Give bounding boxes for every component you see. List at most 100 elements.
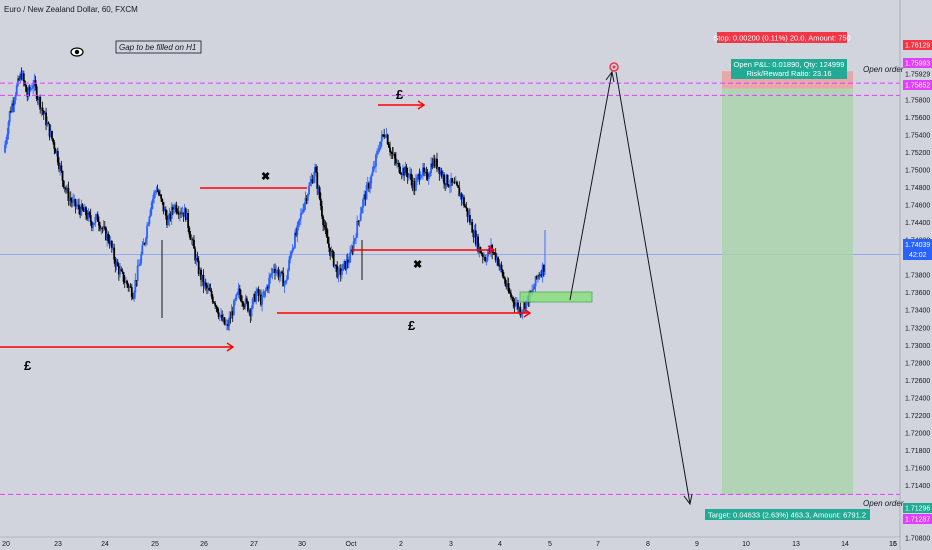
candle <box>314 163 316 184</box>
candle <box>399 166 402 175</box>
candle <box>71 196 73 208</box>
gap-note: Gap to be filled on H1 <box>119 43 196 52</box>
candle <box>535 275 538 280</box>
candle <box>432 154 435 169</box>
x-tick-label: Oct <box>346 541 357 548</box>
candle <box>155 186 158 195</box>
candle <box>291 244 294 254</box>
candle <box>81 203 84 211</box>
candle <box>47 121 50 125</box>
candle <box>379 141 382 150</box>
candle <box>362 197 364 214</box>
y-tick-label: 1.74600 <box>905 203 930 210</box>
candle <box>32 79 35 95</box>
candle <box>167 214 170 226</box>
projection-path <box>569 70 693 506</box>
x-tick-label: 7 <box>596 541 600 548</box>
candle <box>326 229 329 244</box>
candle <box>237 282 240 299</box>
candle <box>396 159 398 169</box>
candle <box>235 293 238 302</box>
candle <box>110 240 113 253</box>
candle <box>243 303 246 310</box>
candle <box>410 168 413 186</box>
candle <box>302 203 305 214</box>
candle <box>322 214 325 232</box>
candle <box>328 237 330 253</box>
candle <box>157 188 160 197</box>
candle <box>102 220 105 232</box>
candle <box>220 308 222 319</box>
y-tick-label: 1.75200 <box>905 150 930 157</box>
candle <box>295 227 298 238</box>
candle <box>116 259 119 267</box>
candle <box>105 226 107 241</box>
rr-label: Risk/Reward Ratio: 23.16 <box>746 69 831 78</box>
candle <box>249 308 252 323</box>
candle <box>303 202 306 213</box>
candle <box>507 277 510 294</box>
candle <box>11 100 13 114</box>
candle <box>106 229 109 247</box>
candle <box>270 267 273 278</box>
x-tick-label: 15 <box>889 541 897 548</box>
candle <box>345 254 348 275</box>
candle <box>275 265 278 277</box>
candle <box>52 138 55 145</box>
candle <box>62 180 65 189</box>
candle <box>299 208 302 226</box>
candle <box>223 317 226 326</box>
x-tick-label: 20 <box>2 541 10 548</box>
candle <box>467 210 470 222</box>
candle <box>355 233 357 245</box>
y-tick-label: 1.75800 <box>905 97 930 104</box>
pnl-label: Open P&L: 0.01890, Qty: 124999 <box>734 60 845 69</box>
candle <box>297 220 300 231</box>
candle <box>14 92 17 105</box>
candle <box>55 150 58 157</box>
candle <box>211 294 214 305</box>
candle <box>63 187 66 193</box>
candle <box>454 175 457 184</box>
candle <box>221 310 224 322</box>
open-order-top-label: Open order <box>863 65 904 74</box>
candle <box>500 261 503 273</box>
candle <box>511 295 514 302</box>
candle <box>389 141 391 156</box>
candle <box>168 207 171 227</box>
candle <box>452 180 455 184</box>
candle <box>225 319 228 331</box>
candle <box>278 268 281 283</box>
candle <box>380 130 383 147</box>
candle <box>283 280 286 294</box>
candle <box>521 309 524 320</box>
candle <box>149 207 152 218</box>
stop-label-box <box>717 32 847 43</box>
candle <box>329 247 332 260</box>
candle <box>175 201 178 215</box>
candle <box>466 208 469 223</box>
candle <box>198 267 201 277</box>
candle <box>402 164 404 178</box>
candle <box>493 251 496 256</box>
target-price-badge: 1.71296 <box>903 503 932 513</box>
candle <box>385 127 388 139</box>
candle <box>206 282 208 295</box>
candle <box>434 157 437 168</box>
candle <box>288 256 290 272</box>
position-zones <box>722 71 853 495</box>
candle <box>82 206 85 212</box>
candle <box>506 276 509 291</box>
candle <box>378 142 381 153</box>
candle <box>92 221 94 232</box>
candle <box>129 283 132 288</box>
candle <box>430 157 433 177</box>
candle <box>316 165 319 196</box>
candle <box>449 179 451 194</box>
candle <box>285 275 288 285</box>
candle <box>117 263 120 281</box>
candle <box>290 250 293 258</box>
candle <box>28 84 31 97</box>
